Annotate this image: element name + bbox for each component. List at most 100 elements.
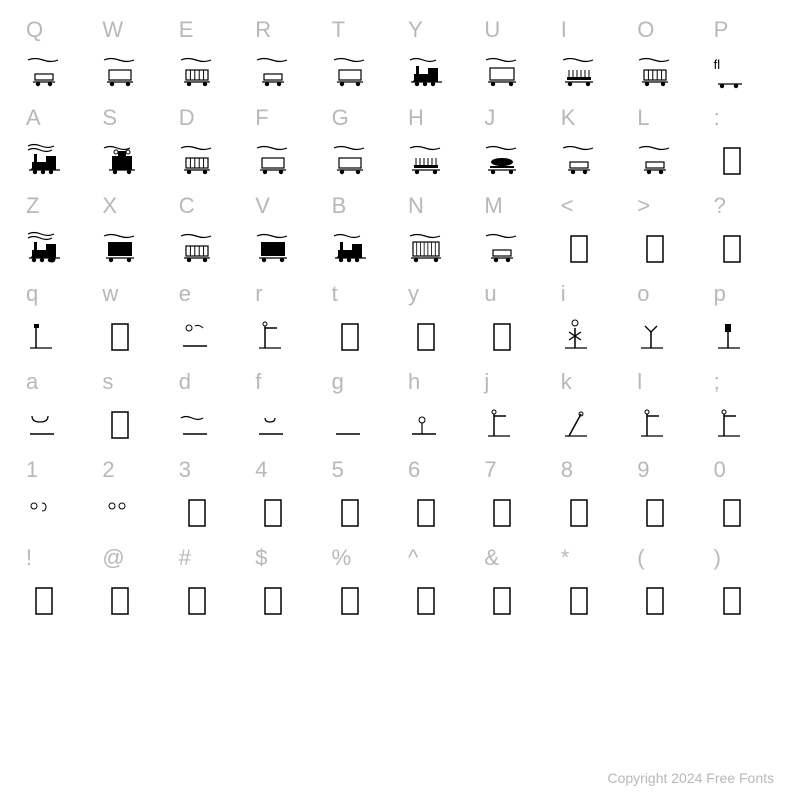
key-label: ) [706, 536, 782, 580]
key-label-text: 2 [102, 457, 114, 483]
key-label-text: S [102, 105, 117, 131]
key-label: X [94, 184, 170, 228]
glyph-train-car-stripe [629, 52, 705, 96]
glyph-train-loco-smoke [18, 140, 94, 184]
key-label-text: W [102, 17, 123, 43]
key-label-text: C [179, 193, 195, 219]
key-label: Z [18, 184, 94, 228]
key-label-text: Z [26, 193, 39, 219]
key-label-text: B [332, 193, 347, 219]
key-label: U [476, 8, 552, 52]
key-label-text: d [179, 369, 191, 395]
key-label: 8 [553, 448, 629, 492]
key-label: % [324, 536, 400, 580]
key-label-text: f [255, 369, 261, 395]
key-label: d [171, 360, 247, 404]
key-label-text: < [561, 193, 574, 219]
glyph-signal-arm [629, 404, 705, 448]
glyph-line-wave [171, 404, 247, 448]
key-label: r [247, 272, 323, 316]
glyph-box [324, 492, 400, 536]
glyph-signal-arm [706, 404, 782, 448]
glyph-train-car-flat [400, 140, 476, 184]
key-label: H [400, 96, 476, 140]
key-label: q [18, 272, 94, 316]
glyph-train-car-stripe [171, 228, 247, 272]
glyph-train-car-box [324, 52, 400, 96]
key-label-text: o [637, 281, 649, 307]
key-label-text: 3 [179, 457, 191, 483]
key-label-text: a [26, 369, 38, 395]
key-label: 2 [94, 448, 170, 492]
key-label-text: 4 [255, 457, 267, 483]
key-label: k [553, 360, 629, 404]
glyph-box [171, 492, 247, 536]
key-label: t [324, 272, 400, 316]
key-label-text: H [408, 105, 424, 131]
key-label-text: & [484, 545, 499, 571]
key-label-text: 9 [637, 457, 649, 483]
glyph-line-circle [171, 316, 247, 360]
glyph-train-car-tank [476, 140, 552, 184]
key-label-text: h [408, 369, 420, 395]
key-label-text: N [408, 193, 424, 219]
key-label-text: p [714, 281, 726, 307]
glyph-box [324, 580, 400, 624]
glyph-signal-y [629, 316, 705, 360]
key-label-text: T [332, 17, 345, 43]
key-label-text: $ [255, 545, 267, 571]
glyph-signal-arm [247, 316, 323, 360]
key-label-text: l [637, 369, 642, 395]
glyph-train-car-box [94, 52, 170, 96]
key-label: M [476, 184, 552, 228]
key-label: R [247, 8, 323, 52]
key-label-text: V [255, 193, 270, 219]
glyph-train-car-grid [400, 228, 476, 272]
key-label: C [171, 184, 247, 228]
key-label-text: q [26, 281, 38, 307]
key-label: N [400, 184, 476, 228]
glyph-box [476, 492, 552, 536]
glyph-box [324, 316, 400, 360]
key-label-text: J [484, 105, 495, 131]
key-label: ; [706, 360, 782, 404]
key-label-text: U [484, 17, 500, 43]
key-label: P [706, 8, 782, 52]
key-label: ^ [400, 536, 476, 580]
key-label-text: s [102, 369, 113, 395]
key-label-text: R [255, 17, 271, 43]
key-label-text: ? [714, 193, 726, 219]
key-label-text: % [332, 545, 352, 571]
key-label: ( [629, 536, 705, 580]
glyph-box [553, 580, 629, 624]
glyph-box [247, 492, 323, 536]
key-label: i [553, 272, 629, 316]
glyph-box [629, 492, 705, 536]
key-label-text: ( [637, 545, 644, 571]
glyph-box [94, 404, 170, 448]
key-label: 1 [18, 448, 94, 492]
key-label: Q [18, 8, 94, 52]
key-label: y [400, 272, 476, 316]
glyph-train-car-solid [247, 228, 323, 272]
key-label: S [94, 96, 170, 140]
key-label: D [171, 96, 247, 140]
glyph-box [553, 228, 629, 272]
glyph-box [247, 580, 323, 624]
key-label-text: F [255, 105, 268, 131]
key-label: K [553, 96, 629, 140]
key-label: 6 [400, 448, 476, 492]
glyph-train-caboose [94, 140, 170, 184]
key-label-text: 5 [332, 457, 344, 483]
key-label: 4 [247, 448, 323, 492]
key-label: J [476, 96, 552, 140]
glyph-train-car-small [553, 140, 629, 184]
glyph-box [94, 316, 170, 360]
glyph-circle-line [400, 404, 476, 448]
key-label-text: ; [714, 369, 720, 395]
glyph-text-joc: ﬂ [706, 52, 782, 96]
glyph-box [706, 140, 782, 184]
glyph-circles-oo [94, 492, 170, 536]
key-label: E [171, 8, 247, 52]
key-label-text: O [637, 17, 654, 43]
